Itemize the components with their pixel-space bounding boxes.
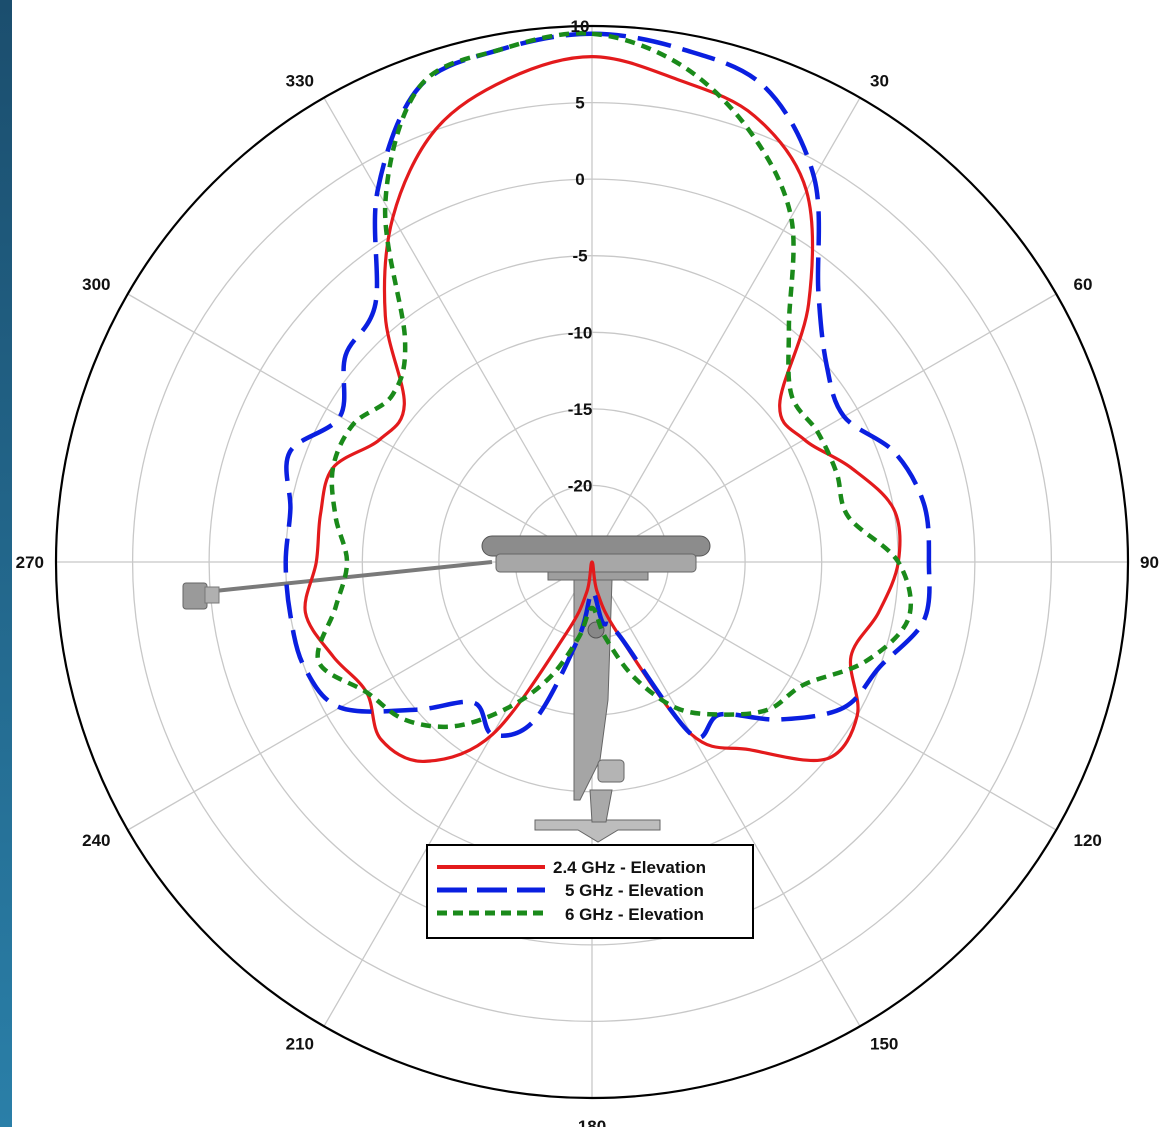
antenna-disc bbox=[481, 535, 711, 557]
radial-tick-label: -5 bbox=[572, 247, 587, 266]
antenna-base bbox=[495, 553, 697, 573]
series-line-2-4ghz bbox=[303, 55, 902, 764]
grid-spoke-120 bbox=[591, 561, 1057, 831]
labels-layer: 10 5 0 -5 -10 -15 -20 30 60 90 120 150 180 210 240 270 3… bbox=[16, 17, 1159, 1127]
mount-plate bbox=[547, 571, 649, 581]
legend-label-2-4ghz: 2.4 GHz - Elevation bbox=[553, 858, 706, 877]
mount-bracket bbox=[589, 789, 613, 823]
legend-label-5ghz: 5 GHz - Elevation bbox=[565, 881, 704, 900]
legend-label-6ghz: 6 GHz - Elevation bbox=[565, 905, 704, 924]
grid-spoke-330 bbox=[323, 97, 593, 563]
angle-label-270: 270 bbox=[16, 553, 44, 572]
grid-spoke-300 bbox=[127, 293, 593, 563]
angle-label-150: 150 bbox=[870, 1035, 898, 1054]
angle-label-240: 240 bbox=[82, 831, 110, 850]
series-line-6ghz bbox=[315, 31, 914, 730]
angle-label-60: 60 bbox=[1074, 275, 1093, 294]
angle-label-300: 300 bbox=[82, 275, 110, 294]
angle-label-120: 120 bbox=[1074, 831, 1102, 850]
series-layer bbox=[283, 31, 932, 764]
legend: 2.4 GHz - Elevation 5 GHz - Elevation 6 … bbox=[426, 844, 754, 939]
radial-tick-label: -20 bbox=[568, 476, 593, 495]
angle-label-330: 330 bbox=[286, 72, 314, 91]
radial-tick-label: 5 bbox=[575, 94, 584, 113]
radial-tick-label: 10 bbox=[571, 17, 590, 36]
angle-label-180: 180 bbox=[578, 1117, 606, 1127]
cable-connector bbox=[182, 582, 208, 610]
window-edge-bar bbox=[0, 0, 12, 1127]
angle-label-90: 90 bbox=[1140, 553, 1159, 572]
outer-frame bbox=[54, 24, 1130, 1100]
grid-spoke-210 bbox=[323, 561, 593, 1027]
radial-tick-label: 0 bbox=[575, 170, 584, 189]
grid-ring-0 bbox=[208, 178, 976, 946]
grid-spoke-150 bbox=[591, 561, 861, 1027]
mount-foot bbox=[534, 819, 661, 843]
radial-tick-label: -10 bbox=[568, 323, 593, 342]
grid-ring-5 bbox=[131, 101, 1053, 1023]
cable-connector-nut bbox=[204, 586, 220, 604]
radial-tick-label: -15 bbox=[568, 400, 593, 419]
antenna-device-illustration bbox=[182, 535, 711, 843]
mount-knob bbox=[597, 759, 625, 783]
cable-line bbox=[204, 560, 493, 594]
grid-spoke-240 bbox=[127, 561, 593, 831]
grid-spoke-60 bbox=[591, 293, 1057, 563]
angle-label-30: 30 bbox=[870, 72, 889, 91]
angle-label-210: 210 bbox=[286, 1035, 314, 1054]
